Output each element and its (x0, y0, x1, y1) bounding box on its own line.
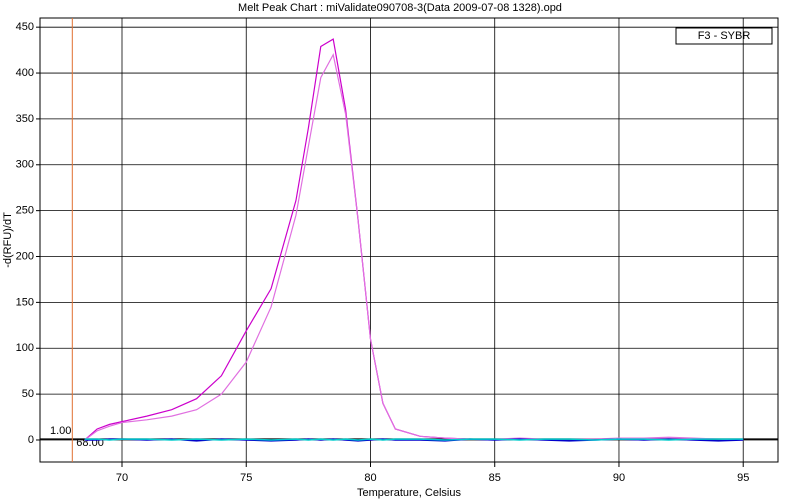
y-tick-label: 150 (16, 296, 34, 308)
y-tick-label: 350 (16, 113, 34, 125)
plot-area (39, 17, 779, 463)
y-tick-label: 250 (16, 205, 34, 217)
x-tick-label: 75 (240, 472, 252, 484)
series-line (84, 438, 744, 441)
x-tick-label: 70 (116, 472, 128, 484)
y-axis-label: -d(RFU)/dT (2, 212, 14, 268)
y-tick-label: 300 (16, 159, 34, 171)
y-tick-label: 400 (16, 67, 34, 79)
chart-title: Melt Peak Chart : miValidate090708-3(Dat… (238, 2, 562, 14)
y-tick-label: 200 (16, 250, 34, 262)
x-axis-label: Temperature, Celsius (357, 487, 461, 499)
legend-box (675, 27, 773, 45)
x-tick-label: 95 (737, 472, 749, 484)
y-tick-label: 100 (16, 342, 34, 354)
x-tick-label: 90 (613, 472, 625, 484)
y-tick-label: 0 (28, 434, 34, 446)
x-tick-label: 80 (364, 472, 376, 484)
series-line (84, 52, 744, 441)
threshold-label: 1.00 (50, 425, 71, 437)
legend-label: F3 - SYBR (698, 30, 751, 42)
x-tick-label: 85 (489, 472, 501, 484)
y-tick-label: 50 (22, 388, 34, 400)
y-tick-label: 450 (16, 21, 34, 33)
